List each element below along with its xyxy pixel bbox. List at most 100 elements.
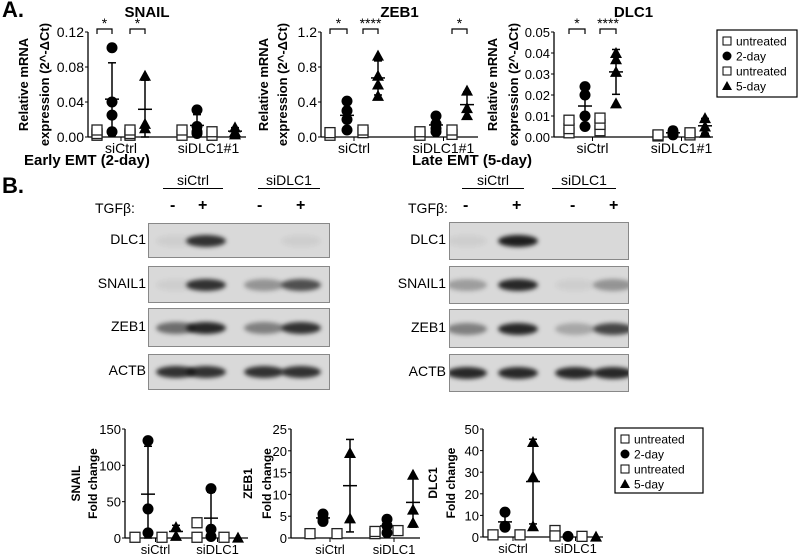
data-point-5day xyxy=(139,122,151,134)
data-point-5day xyxy=(590,530,602,542)
data-point-5day xyxy=(372,78,384,90)
y-tick-label: 50 xyxy=(107,495,121,510)
data-point-2day xyxy=(191,104,203,116)
significance-bracket xyxy=(568,28,586,34)
y-axis-label: Relative mRNA xyxy=(16,37,31,131)
y-tick-label: 10 xyxy=(273,487,287,502)
protein-band xyxy=(498,367,538,379)
blot-strip-dlc1 xyxy=(449,222,629,260)
data-point-5day xyxy=(461,109,473,121)
y-tick-label: 0.02 xyxy=(525,88,550,103)
data-point-2day xyxy=(430,110,442,122)
y-tick-label: 50 xyxy=(465,422,479,437)
treatment-sign: - xyxy=(570,197,576,214)
data-point-2day xyxy=(667,129,679,141)
legend-label: 5-day xyxy=(634,478,664,492)
blot-strip-actb xyxy=(449,354,629,392)
tgfb-label: TGFβ: xyxy=(95,200,135,216)
data-point-5day xyxy=(610,53,622,65)
y-tick-label: 0.8 xyxy=(298,59,318,75)
protein-band xyxy=(593,279,628,291)
protein-band xyxy=(450,235,487,247)
y-tick-label: 40 xyxy=(465,444,479,459)
legend-box xyxy=(614,427,704,494)
data-point-5day xyxy=(372,89,384,101)
data-point-2day xyxy=(341,124,353,136)
protein-band xyxy=(450,367,487,379)
panel-label-b: B. xyxy=(2,173,24,198)
legend-triangle-icon xyxy=(620,479,630,488)
data-point-2day xyxy=(499,506,511,518)
protein-band xyxy=(281,366,321,378)
blot-strip-dlc1 xyxy=(148,223,330,258)
data-point-5day xyxy=(610,65,622,77)
x-tick-label: siCtrl xyxy=(577,140,609,156)
protein-band xyxy=(186,278,226,291)
y-axis-label: SNAIL xyxy=(69,466,83,502)
y-axis-label: expression (2^-ΔCt) xyxy=(506,23,521,146)
data-point-5day xyxy=(170,521,182,533)
blot-strip-snail1 xyxy=(148,266,330,303)
y-axis-label: Fold change xyxy=(444,447,458,518)
tgfb-label: TGFβ: xyxy=(408,200,448,216)
data-point-5day xyxy=(139,69,151,81)
protein-band xyxy=(244,366,284,378)
protein-band xyxy=(156,234,196,247)
data-point-2day xyxy=(191,128,203,139)
data-point-untreated xyxy=(594,112,606,124)
protein-band xyxy=(555,279,595,291)
significance-bracket xyxy=(451,28,468,34)
protein-band xyxy=(593,322,628,335)
treatment-sign: - xyxy=(257,197,263,214)
protein-band xyxy=(186,366,226,378)
data-point-5day xyxy=(229,128,241,140)
y-tick-label: 30 xyxy=(465,465,479,480)
legend-square-icon xyxy=(722,36,732,46)
data-point-untreated xyxy=(414,126,426,138)
chart-snail: 0 50 100 150 SNAIL Fold change siCtrl siDLC1 xyxy=(69,422,248,557)
treatment-sign: + xyxy=(609,197,619,214)
data-point-2day xyxy=(579,110,591,122)
blot-row-label: SNAIL1 xyxy=(397,275,446,291)
significance-label: * xyxy=(574,15,580,31)
significance-bracket xyxy=(96,28,113,34)
blot-strip-actb xyxy=(148,354,330,390)
y-tick-label: 25 xyxy=(273,422,287,437)
y-tick-label: 15 xyxy=(273,466,287,481)
data-point-5day xyxy=(461,102,473,114)
panel-label-a: A. xyxy=(2,0,24,22)
y-tick-label: 0.0 xyxy=(298,129,318,145)
x-tick-label: siDLC1 xyxy=(373,542,416,557)
x-tick-label: siCtrl xyxy=(105,140,137,156)
data-point-untreated xyxy=(176,124,188,136)
significance-label: **** xyxy=(597,15,619,31)
blot-row-label: ACTB xyxy=(108,362,146,378)
y-tick-label: 0.12 xyxy=(57,24,84,40)
data-point-5day xyxy=(407,516,419,528)
x-tick-label: siCtrl xyxy=(315,542,345,557)
protein-band xyxy=(186,234,226,247)
protein-band xyxy=(498,235,538,247)
data-point-untreated xyxy=(392,524,404,537)
data-point-2day xyxy=(142,527,154,539)
data-point-5day xyxy=(461,84,473,96)
blot-strip-zeb1 xyxy=(449,309,629,348)
significance-bracket xyxy=(599,28,617,34)
legend-triangle-icon xyxy=(722,81,732,90)
protein-band xyxy=(156,321,196,334)
data-point-untreated xyxy=(91,124,103,136)
data-point-2day xyxy=(381,527,393,539)
data-point-untreated xyxy=(549,530,561,542)
legend-label: 5-day xyxy=(736,80,766,94)
blot-row-label: ACTB xyxy=(408,363,446,379)
data-point-untreated xyxy=(357,124,369,136)
blot-row-label: DLC1 xyxy=(410,231,446,247)
data-point-untreated xyxy=(129,531,141,543)
data-point-5day xyxy=(344,512,356,524)
legend-label: untreated xyxy=(736,35,787,49)
data-point-untreated xyxy=(191,517,203,529)
protein-band xyxy=(244,321,284,334)
blot-title: Late EMT (5-day) xyxy=(412,152,533,169)
